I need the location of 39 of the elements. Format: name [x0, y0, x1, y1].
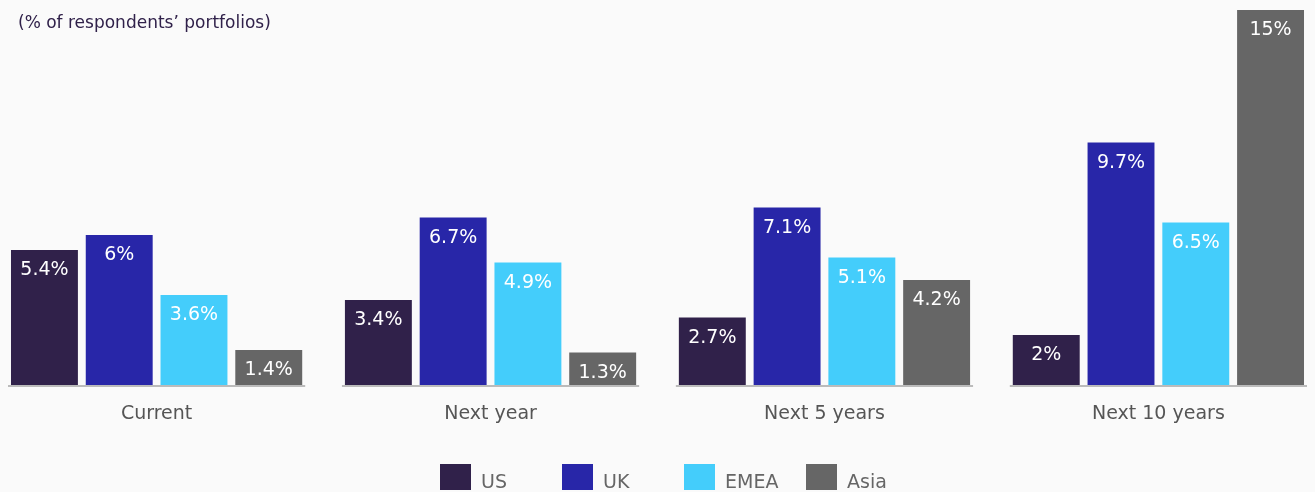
bar [1237, 10, 1305, 385]
legend-label: US [481, 470, 507, 492]
x-tick-label: Next 10 years [1091, 401, 1225, 423]
legend-label: Asia [847, 470, 887, 492]
data-label: 1.4% [244, 357, 293, 379]
x-tick-label: Next year [444, 401, 538, 423]
data-label: 7.1% [762, 214, 812, 237]
bar [85, 235, 153, 385]
x-tick-label: Current [120, 401, 193, 423]
bar [1087, 142, 1155, 385]
bar [828, 257, 896, 385]
data-label: 3.6% [169, 302, 219, 324]
data-label: 5.4% [20, 257, 69, 279]
bar [753, 207, 821, 385]
data-label: 4.9% [503, 269, 553, 292]
bar [10, 250, 78, 385]
bar [344, 300, 412, 385]
chart-subtitle: (% of respondents’ portfolios) [18, 12, 271, 32]
data-label: 2.7% [688, 324, 737, 347]
x-tick-label: Next 5 years [764, 401, 885, 423]
legend-label: UK [603, 470, 630, 492]
bar [678, 317, 746, 385]
data-label: 15% [1249, 17, 1292, 39]
data-label: 5.1% [837, 264, 886, 287]
bar [1012, 335, 1080, 385]
bar [1162, 222, 1230, 385]
data-label: 9.7% [1096, 149, 1146, 172]
bar [903, 280, 971, 385]
bar [419, 217, 487, 385]
data-label: 1.3% [578, 359, 627, 382]
data-label: 2% [1031, 342, 1062, 364]
data-label: 3.4% [354, 307, 403, 329]
data-label: 6.5% [1171, 229, 1220, 252]
bar [160, 295, 228, 385]
legend-label: EMEA [725, 470, 779, 492]
data-label: 4.2% [912, 287, 961, 309]
data-label: 6% [104, 242, 135, 264]
data-label: 6.7% [429, 224, 478, 247]
bar [494, 262, 562, 385]
